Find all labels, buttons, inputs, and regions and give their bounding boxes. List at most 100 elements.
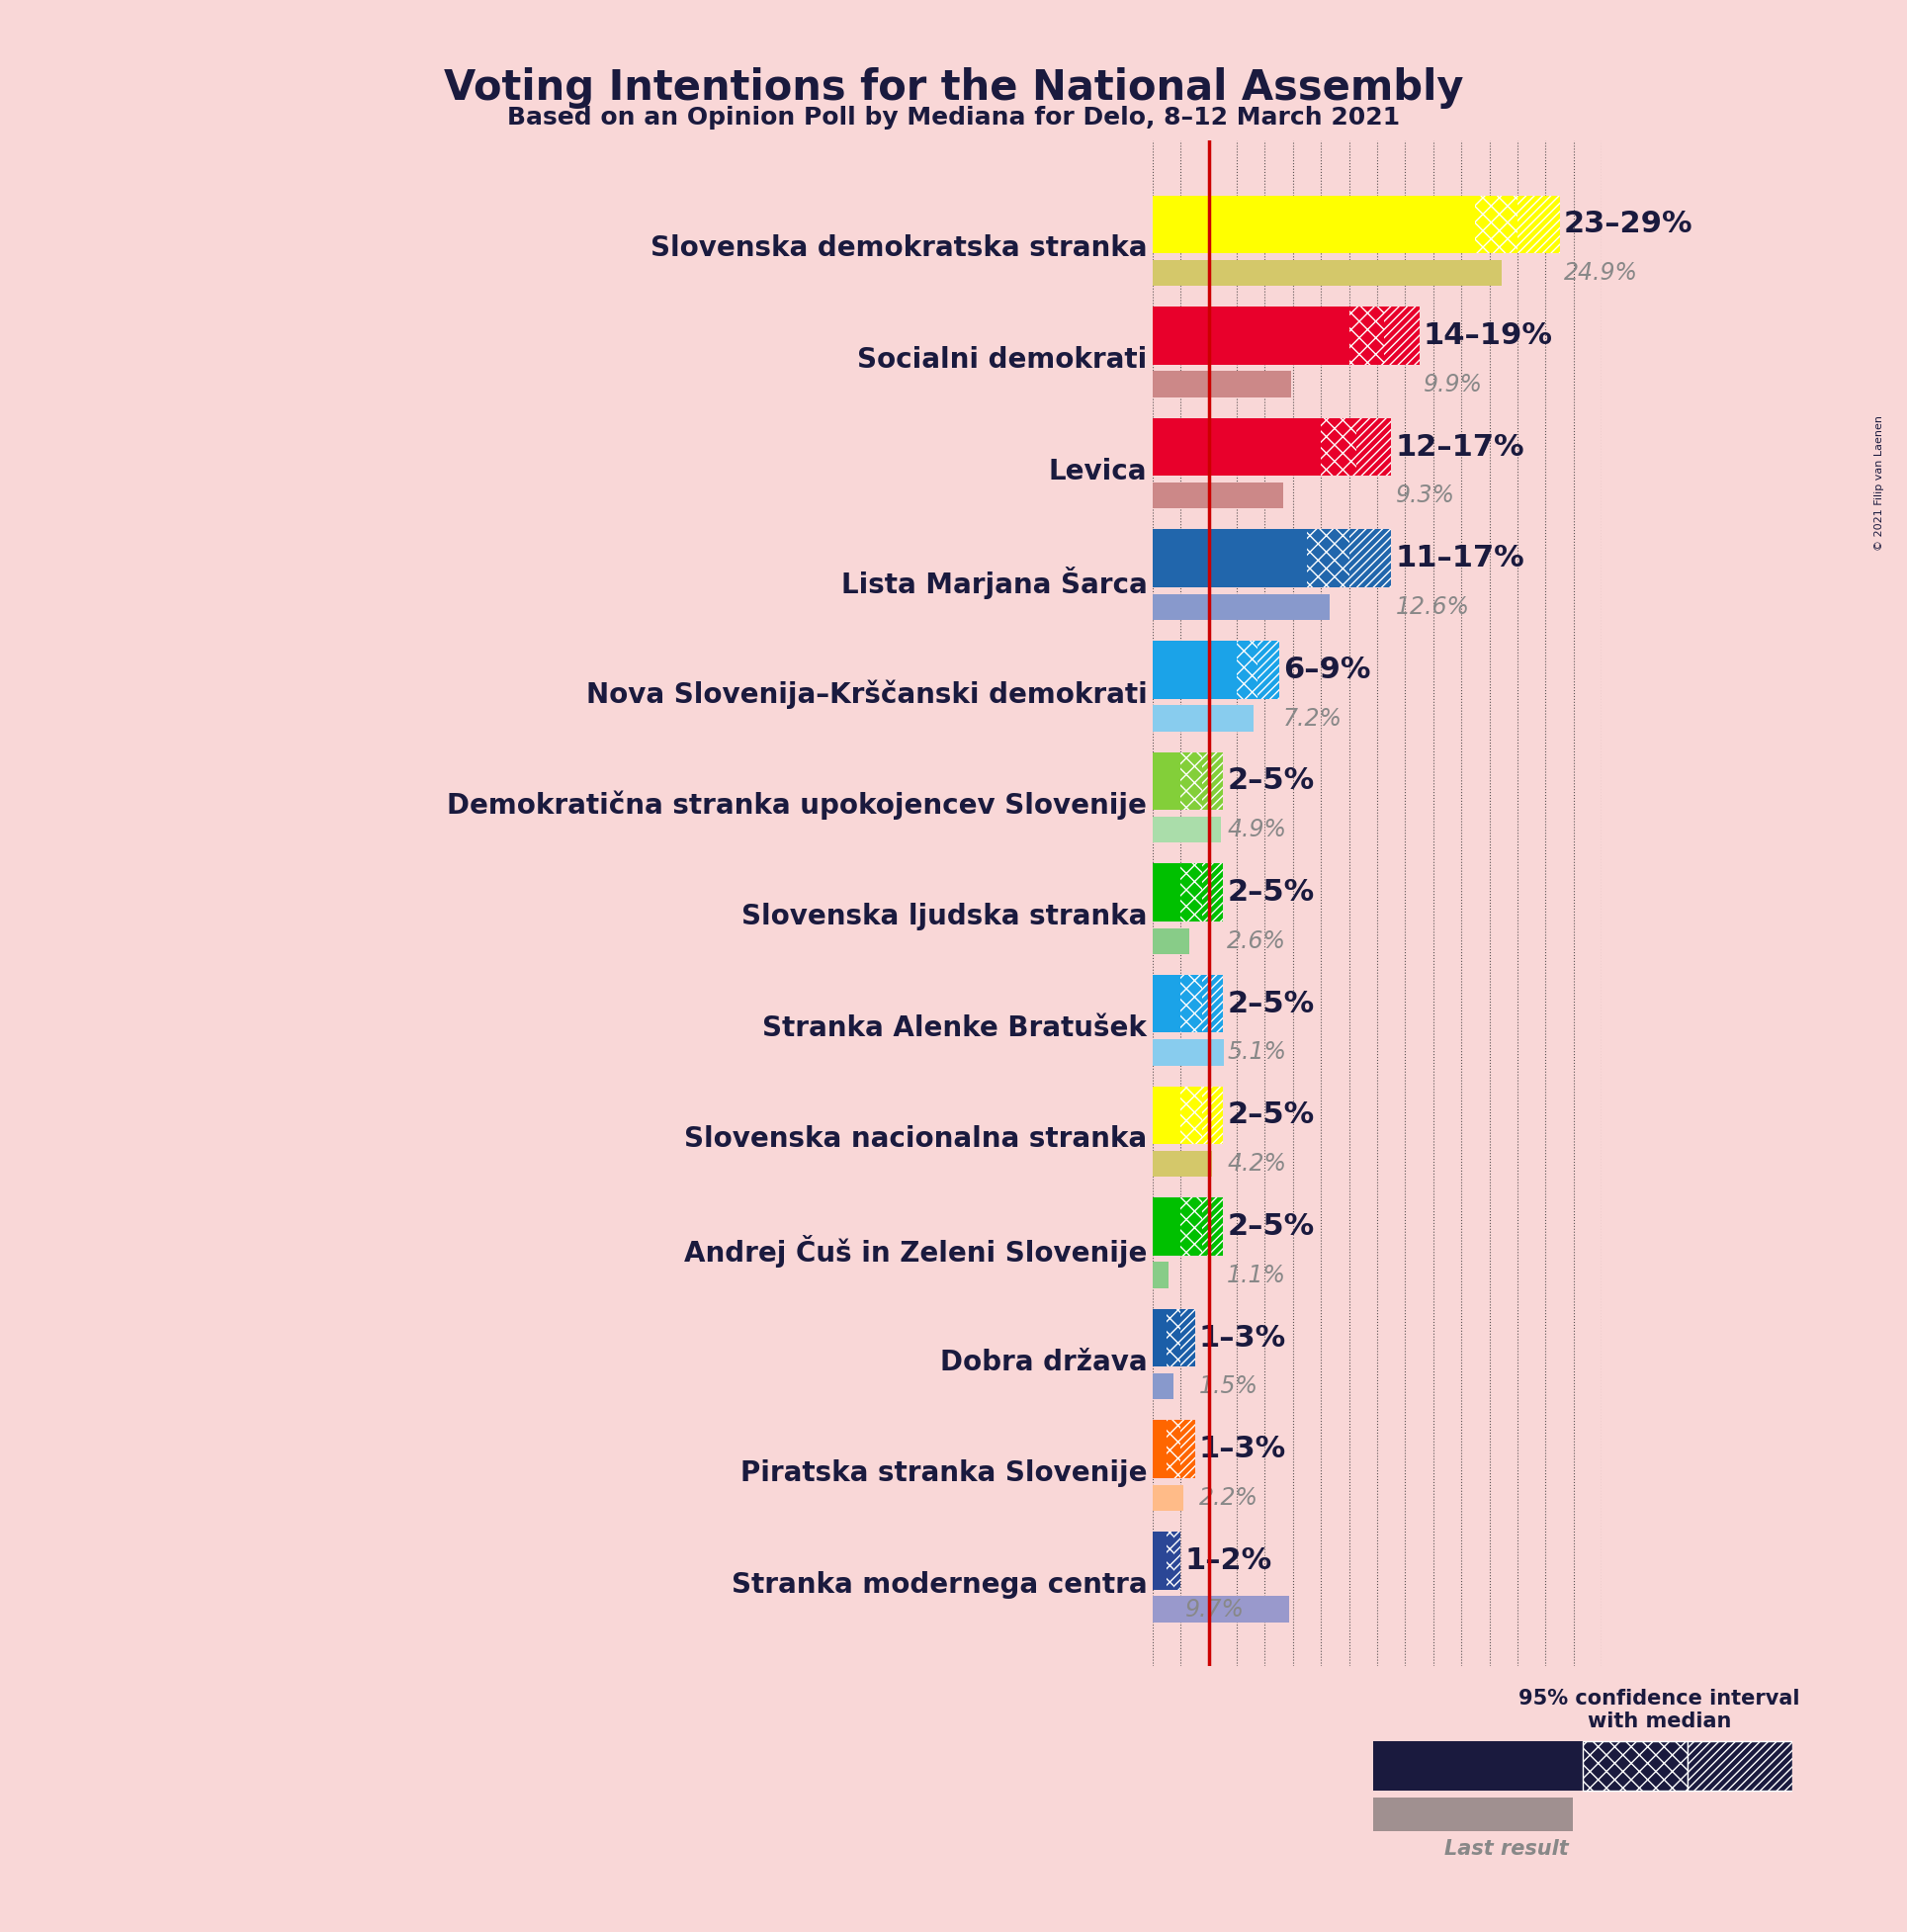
Bar [1180,1086,1201,1144]
Bar [1201,752,1222,810]
Bar [1152,927,1190,954]
Text: 9.9%: 9.9% [1423,373,1484,396]
Bar [1167,1308,1180,1366]
Text: 4.2%: 4.2% [1226,1151,1287,1177]
Bar [1152,752,1180,810]
Text: Slovenska nacionalna stranka: Slovenska nacionalna stranka [685,1126,1146,1153]
Bar [1259,641,1280,699]
Text: 1.1%: 1.1% [1226,1264,1287,1287]
Bar [1152,1262,1169,1289]
Text: Dobra država: Dobra država [940,1349,1146,1376]
Text: 2.6%: 2.6% [1226,929,1287,952]
Bar [1152,307,1348,365]
Bar [1180,1308,1196,1366]
Text: Demokratična stranka upokojencev Slovenije: Demokratična stranka upokojencev Sloveni… [448,790,1146,819]
Text: 2.2%: 2.2% [1200,1486,1259,1509]
Text: Nova Slovenija–Krščanski demokrati: Nova Slovenija–Krščanski demokrati [585,680,1146,709]
Text: Voting Intentions for the National Assembly: Voting Intentions for the National Assem… [444,68,1463,108]
Bar [1152,1532,1167,1590]
Text: 2–5%: 2–5% [1226,989,1314,1018]
Bar [1152,593,1329,620]
Bar [1152,1151,1211,1177]
Text: Slovenska ljudska stranka: Slovenska ljudska stranka [742,902,1146,931]
Bar [1152,417,1322,475]
Bar [1201,1086,1222,1144]
Bar [1152,817,1220,842]
Bar [1322,417,1356,475]
Bar [1583,1741,1688,1791]
Bar [1152,1198,1180,1256]
Text: Socialni demokrati: Socialni demokrati [856,346,1146,373]
Text: © 2021 Filip van Laenen: © 2021 Filip van Laenen [1875,415,1884,551]
Text: Piratska stranka Slovenije: Piratska stranka Slovenije [740,1461,1146,1488]
Text: 24.9%: 24.9% [1564,261,1638,284]
Bar [1180,1420,1196,1478]
Bar [1152,261,1503,286]
Bar [1152,371,1291,398]
Bar [1238,641,1259,699]
Text: 9.7%: 9.7% [1184,1598,1243,1621]
Bar [1152,483,1283,508]
Text: 7.2%: 7.2% [1283,707,1343,730]
Bar [1373,1741,1583,1791]
Text: 1–3%: 1–3% [1200,1323,1285,1352]
Bar [1306,529,1348,587]
Bar [1173,1532,1180,1590]
Text: 2–5%: 2–5% [1226,1101,1314,1130]
Text: 4.9%: 4.9% [1226,817,1287,842]
Bar [1180,976,1201,1034]
Bar [1152,1596,1289,1623]
Bar [1180,1198,1201,1256]
Text: 5.1%: 5.1% [1226,1041,1287,1065]
Bar [1167,1532,1173,1590]
Text: 1–3%: 1–3% [1200,1435,1285,1464]
Text: Levica: Levica [1049,458,1146,485]
Bar [1152,641,1238,699]
Text: 95% confidence interval
with median: 95% confidence interval with median [1518,1689,1800,1731]
Text: 2–5%: 2–5% [1226,877,1314,906]
Bar [1384,307,1419,365]
Bar [1152,864,1180,922]
Text: 12–17%: 12–17% [1396,433,1524,462]
Bar [1152,529,1306,587]
Text: Andrej Čuš in Zeleni Slovenije: Andrej Čuš in Zeleni Slovenije [685,1235,1146,1267]
Bar [1688,1741,1793,1791]
Text: Based on an Opinion Poll by Mediana for Delo, 8–12 March 2021: Based on an Opinion Poll by Mediana for … [507,106,1400,129]
Bar [1373,1797,1573,1832]
Bar [1201,864,1222,922]
Bar [1356,417,1392,475]
Bar [1152,195,1476,253]
Text: Last result: Last result [1444,1839,1569,1859]
Text: Stranka modernega centra: Stranka modernega centra [730,1571,1146,1598]
Bar [1152,1039,1224,1065]
Bar [1348,307,1384,365]
Bar [1152,1420,1167,1478]
Text: 9.3%: 9.3% [1396,483,1455,508]
Bar [1152,1086,1180,1144]
Bar [1152,1374,1173,1399]
Bar [1152,1308,1167,1366]
Bar [1348,529,1392,587]
Text: 2–5%: 2–5% [1226,1211,1314,1240]
Text: 23–29%: 23–29% [1564,211,1693,238]
Text: 6–9%: 6–9% [1283,655,1371,684]
Text: 14–19%: 14–19% [1423,321,1552,350]
Bar [1167,1420,1180,1478]
Bar [1152,705,1253,732]
Text: 11–17%: 11–17% [1396,545,1526,572]
Bar [1201,976,1222,1034]
Text: 1.5%: 1.5% [1200,1376,1259,1399]
Bar [1152,976,1180,1034]
Text: Lista Marjana Šarca: Lista Marjana Šarca [841,566,1146,599]
Bar [1180,864,1201,922]
Text: 2–5%: 2–5% [1226,767,1314,796]
Text: Stranka Alenke Bratušek: Stranka Alenke Bratušek [763,1014,1146,1041]
Bar [1201,1198,1222,1256]
Bar [1476,195,1518,253]
Text: 12.6%: 12.6% [1396,595,1470,618]
Bar [1518,195,1560,253]
Bar [1180,752,1201,810]
Bar [1152,1486,1184,1511]
Text: 1–2%: 1–2% [1184,1546,1272,1575]
Text: Slovenska demokratska stranka: Slovenska demokratska stranka [650,236,1146,263]
